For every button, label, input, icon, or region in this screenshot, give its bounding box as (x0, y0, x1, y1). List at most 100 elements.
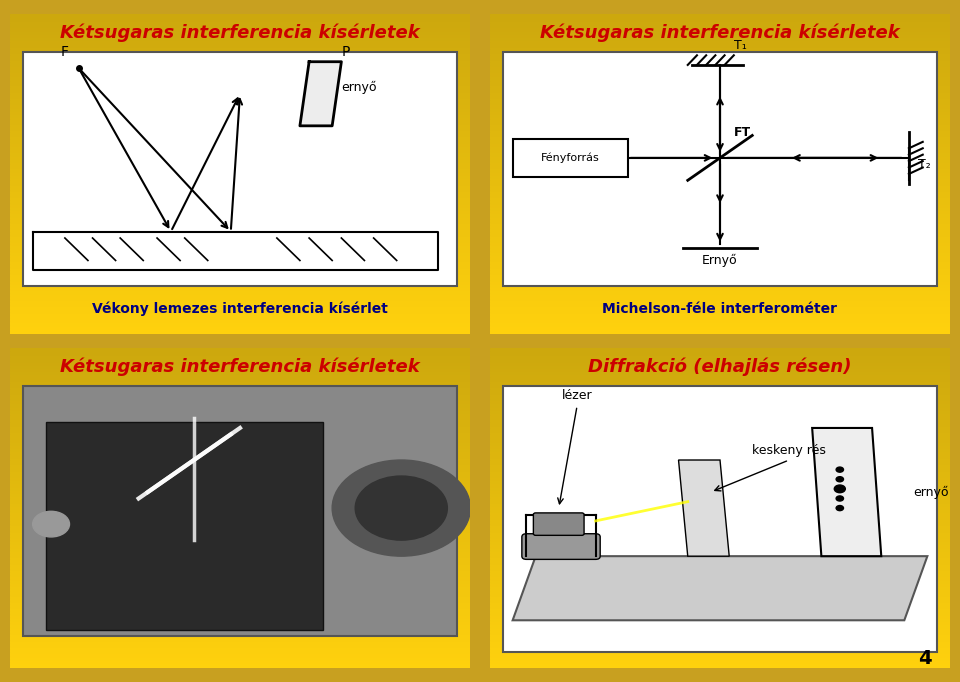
Bar (490, 136, 950, 138)
Bar (10, 354, 470, 357)
Bar (490, 14, 950, 17)
Bar (490, 306, 950, 308)
Bar (490, 425, 950, 428)
Bar (10, 476, 470, 479)
FancyBboxPatch shape (522, 534, 600, 559)
Bar (10, 621, 470, 623)
Bar (490, 193, 950, 196)
Bar (10, 241, 470, 244)
Bar (490, 441, 950, 444)
Bar (10, 289, 470, 293)
Bar (490, 610, 950, 614)
Bar (490, 617, 950, 621)
Bar (10, 155, 470, 158)
Polygon shape (300, 62, 342, 125)
Bar (10, 65, 470, 68)
Bar (10, 49, 470, 52)
Circle shape (355, 476, 447, 540)
Bar (10, 183, 470, 187)
Bar (490, 374, 950, 376)
Bar (490, 261, 950, 264)
FancyBboxPatch shape (513, 138, 628, 177)
Bar (490, 642, 950, 646)
Bar (490, 267, 950, 270)
Bar (10, 460, 470, 463)
Bar (490, 402, 950, 406)
Bar (490, 361, 950, 364)
Bar (10, 406, 470, 409)
Bar (10, 42, 470, 46)
Bar (10, 136, 470, 138)
Bar (490, 563, 950, 566)
Bar (10, 646, 470, 649)
Bar (10, 640, 470, 642)
Bar (490, 296, 950, 299)
Bar (10, 40, 470, 42)
Bar (490, 608, 950, 610)
Bar (490, 508, 950, 512)
Bar (490, 386, 950, 389)
Text: T₁: T₁ (733, 39, 747, 53)
Bar (10, 244, 470, 248)
Bar (490, 434, 950, 438)
Bar (10, 100, 470, 104)
Bar (490, 557, 950, 559)
Bar (10, 534, 470, 537)
Bar (10, 409, 470, 412)
Bar (10, 254, 470, 257)
Bar (490, 331, 950, 334)
Bar (490, 116, 950, 119)
Bar (490, 598, 950, 601)
Bar (490, 177, 950, 180)
Bar (10, 225, 470, 228)
Text: Diffrakció (elhajlás résen): Diffrakció (elhajlás résen) (588, 358, 852, 376)
Bar (490, 495, 950, 499)
Bar (10, 601, 470, 604)
Bar (10, 537, 470, 540)
Bar (10, 74, 470, 78)
Bar (490, 119, 950, 123)
FancyBboxPatch shape (23, 386, 457, 636)
Bar (490, 473, 950, 476)
Bar (490, 576, 950, 578)
Bar (10, 386, 470, 389)
Bar (490, 161, 950, 164)
Bar (10, 421, 470, 425)
Bar (490, 27, 950, 29)
Bar (10, 595, 470, 598)
Bar (10, 318, 470, 321)
Bar (10, 216, 470, 219)
Bar (490, 151, 950, 155)
Bar (10, 367, 470, 370)
Bar (490, 582, 950, 585)
Bar (490, 299, 950, 302)
Bar (490, 49, 950, 52)
Bar (10, 482, 470, 486)
Bar (10, 486, 470, 489)
Bar (490, 591, 950, 595)
Bar (490, 104, 950, 106)
Bar (10, 473, 470, 476)
Bar (490, 52, 950, 55)
Bar (490, 257, 950, 261)
Bar (490, 640, 950, 642)
Bar (490, 409, 950, 412)
Bar (10, 412, 470, 415)
Bar (490, 158, 950, 161)
Bar (10, 23, 470, 27)
Bar (490, 415, 950, 418)
Bar (490, 206, 950, 209)
Bar (10, 502, 470, 505)
Bar (490, 512, 950, 514)
Bar (490, 273, 950, 276)
Bar (10, 331, 470, 334)
Bar (490, 203, 950, 206)
FancyBboxPatch shape (23, 52, 457, 286)
Bar (10, 447, 470, 450)
Bar (490, 293, 950, 296)
Bar (490, 569, 950, 572)
Bar (490, 348, 950, 351)
Bar (490, 315, 950, 318)
Bar (490, 248, 950, 251)
Bar (490, 286, 950, 289)
